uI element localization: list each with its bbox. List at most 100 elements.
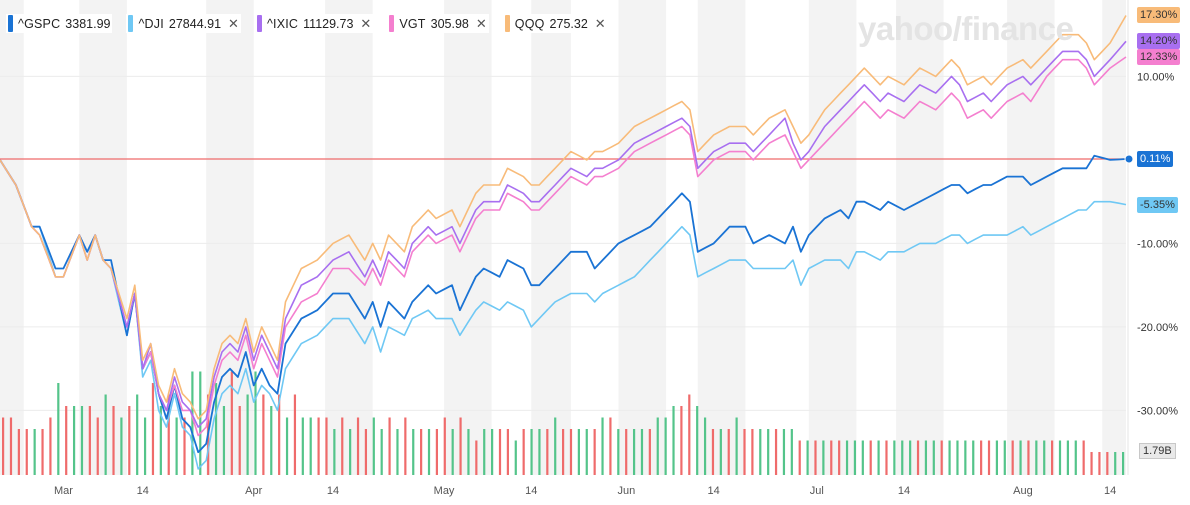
x-tick-label: 14	[898, 485, 910, 497]
legend-chip-ixic[interactable]: ^IXIC 11129.73 ✕	[254, 14, 374, 33]
volume-bar	[664, 417, 667, 475]
volume-bar	[380, 429, 383, 475]
volume-bar	[254, 371, 257, 475]
volume-bar	[759, 429, 762, 475]
series-color-swatch	[8, 15, 13, 32]
volume-bar	[569, 429, 573, 475]
volume-bar	[1098, 452, 1101, 475]
volume-bar	[1043, 440, 1046, 475]
shaded-band	[325, 0, 373, 475]
y-tick-label: -10.00%	[1137, 238, 1178, 250]
volume-bar	[1027, 440, 1030, 475]
shaded-band	[808, 0, 857, 475]
volume-bar	[924, 440, 928, 475]
volume-bar	[459, 417, 462, 475]
volume-bar	[364, 429, 368, 475]
volume-bar	[372, 417, 375, 475]
volume-bar	[735, 417, 738, 475]
volume-bar	[688, 394, 691, 475]
shaded-band	[531, 0, 571, 475]
close-icon[interactable]: ✕	[475, 15, 487, 31]
volume-bar	[349, 429, 352, 475]
volume-bar	[585, 429, 588, 475]
end-value-tag-vgt: 12.33%	[1137, 49, 1181, 65]
volume-bar	[711, 429, 715, 475]
end-value-tag-ixic: 14.20%	[1137, 33, 1181, 49]
volume-bar	[609, 417, 612, 475]
volume-bar	[475, 440, 478, 475]
volume-bar	[404, 417, 407, 475]
shaded-band	[697, 0, 746, 475]
volume-bar	[309, 417, 312, 475]
volume-bar	[427, 429, 431, 475]
legend-chip-gspc[interactable]: ^GSPC 3381.99	[6, 14, 113, 33]
volume-bar	[222, 406, 226, 475]
close-icon[interactable]: ✕	[594, 15, 606, 31]
volume-bar	[774, 429, 778, 475]
volume-bar	[972, 440, 975, 475]
volume-bar	[2, 417, 5, 475]
close-icon[interactable]: ✕	[228, 15, 239, 31]
volume-bar	[916, 440, 920, 475]
volume-bar	[498, 429, 502, 475]
legend-ticker: ^DJI	[138, 16, 164, 31]
volume-bar	[80, 406, 84, 475]
x-tick-label: 14	[525, 485, 537, 497]
volume-bar	[491, 429, 494, 475]
legend-chip-dji[interactable]: ^DJI 27844.91 ✕	[126, 14, 241, 33]
volume-bar	[1122, 452, 1125, 475]
volume-bar	[814, 440, 817, 475]
volume-bar	[356, 417, 360, 475]
volume-bar	[554, 417, 557, 475]
shaded-band	[896, 0, 944, 475]
volume-bar	[656, 417, 659, 475]
volume-bar	[1114, 452, 1117, 475]
volume-bar	[869, 440, 872, 475]
volume-bar	[940, 440, 943, 475]
current-point-marker	[1124, 154, 1134, 164]
x-tick-label: 14	[137, 485, 149, 497]
volume-bar	[1066, 440, 1069, 475]
series-line-dji	[0, 159, 1127, 470]
volume-bar	[995, 440, 999, 475]
legend-price: 11129.73	[303, 16, 354, 31]
volume-bar	[782, 429, 786, 475]
volume-bar	[893, 440, 896, 475]
legend-chip-qqq[interactable]: QQQ 275.32 ✕	[502, 14, 608, 33]
volume-bar	[388, 417, 391, 475]
yahoo-finance-watermark: yahoo/finance	[858, 10, 1074, 47]
legend-chip-vgt[interactable]: VGT 305.98 ✕	[387, 14, 489, 33]
volume-bar	[514, 440, 517, 475]
series-color-swatch	[389, 15, 395, 32]
x-tick-label: 14	[708, 485, 720, 497]
volume-bar	[341, 417, 344, 475]
series-color-swatch	[504, 15, 510, 32]
volume-bar	[696, 406, 699, 475]
volume-bar	[143, 417, 147, 475]
volume-bar	[632, 429, 636, 475]
volume-bar	[483, 429, 486, 475]
volume-bar	[672, 406, 675, 475]
volume-bar	[1011, 440, 1014, 475]
volume-bar	[577, 429, 580, 475]
volume-bar	[17, 429, 20, 475]
close-icon[interactable]: ✕	[360, 15, 372, 31]
volume-bar	[830, 440, 833, 475]
volume-bar	[128, 406, 131, 475]
x-tick-label: Jul	[810, 485, 824, 497]
volume-bar	[183, 417, 186, 475]
volume-bar	[293, 394, 297, 475]
shaded-band	[1007, 0, 1055, 475]
volume-bar	[285, 417, 289, 475]
legend-ticker: VGT	[399, 16, 426, 31]
volume-bar	[396, 429, 399, 475]
series-line-ixic	[0, 40, 1127, 428]
shaded-band	[1102, 0, 1126, 475]
series-color-swatch	[256, 15, 262, 32]
end-value-tag-dji: -5.35%	[1137, 196, 1178, 213]
shaded-band	[206, 0, 254, 475]
x-tick-label: 14	[1104, 485, 1116, 497]
volume-bar	[546, 429, 549, 475]
